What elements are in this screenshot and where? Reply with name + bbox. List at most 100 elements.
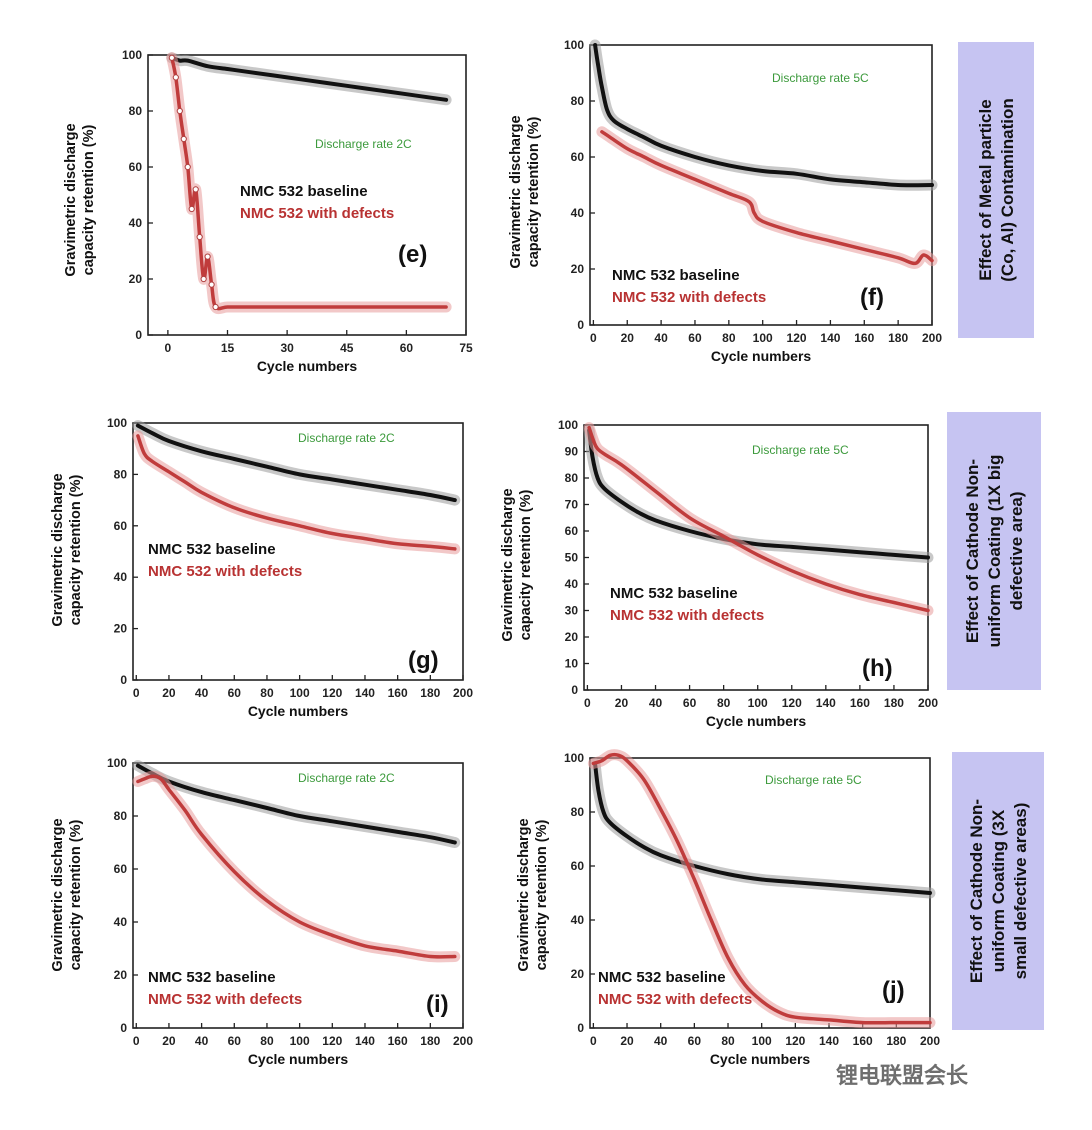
x-tick-label: 40 <box>195 686 209 700</box>
y-tick-label: 100 <box>107 756 127 770</box>
y-tick-label: 0 <box>120 673 127 687</box>
y-axis-title-line: Gravimetric discharge <box>508 115 524 268</box>
x-tick-label: 200 <box>918 696 938 710</box>
y-axis-title-line: capacity retention (%) <box>68 819 84 970</box>
series-line-baseline <box>135 423 457 503</box>
side-label-line: Effect of Metal particle <box>976 99 995 280</box>
panel-label: (j) <box>882 977 905 1004</box>
data-point <box>184 163 191 171</box>
y-axis-title-line: capacity retention (%) <box>81 124 97 275</box>
x-tick-label: 40 <box>654 1034 668 1048</box>
y-tick-label: 80 <box>114 467 128 481</box>
x-tick-label: 100 <box>290 1034 310 1048</box>
y-tick-label: 60 <box>571 150 585 164</box>
x-tick-label: 180 <box>420 686 440 700</box>
chart-panel-e: 0 20 40 60 80 100 0 15 30 45 60 75 Cycle numbers Grav… <box>63 48 473 374</box>
y-tick-label: 80 <box>571 805 585 819</box>
panel-label: (f) <box>860 284 884 311</box>
data-point <box>200 275 207 283</box>
chart-panel-g: 0 20 40 60 80 100 0 20 40 60 80 100 120 140 160 180 200 C… <box>50 416 473 719</box>
y-axis-title-line: Gravimetric discharge <box>50 473 66 626</box>
watermark: 锂电联盟会长 <box>836 1064 969 1089</box>
x-tick-label: 80 <box>717 696 731 710</box>
side-label-line: Effect of Cathode Non- <box>963 459 982 643</box>
series-line-defects <box>600 130 934 266</box>
panel-label: (h) <box>862 655 893 682</box>
side-label-text: Effect of Cathode Non-uniform Coating (3… <box>967 799 1030 983</box>
y-tick-label: 0 <box>577 1021 584 1035</box>
legend-defects: NMC 532 with defects <box>612 289 766 306</box>
data-point <box>176 107 183 115</box>
y-tick-label: 30 <box>565 604 579 618</box>
y-tick-label: 20 <box>129 272 143 286</box>
x-tick-label: 20 <box>162 686 176 700</box>
y-tick-label: 100 <box>564 38 584 52</box>
legend-defects: NMC 532 with defects <box>598 991 752 1008</box>
x-tick-label: 100 <box>753 331 773 345</box>
data-point <box>188 205 195 213</box>
x-tick-label: 80 <box>260 1034 274 1048</box>
y-tick-label: 40 <box>571 913 585 927</box>
side-label-text: Effect of Metal particle (Co, Al) Contami… <box>976 98 1017 282</box>
legend-defects: NMC 532 with defects <box>148 991 302 1008</box>
x-tick-label: 0 <box>133 1034 140 1048</box>
y-tick-label: 90 <box>565 445 579 459</box>
x-tick-label: 40 <box>654 331 668 345</box>
series-line-baseline <box>593 43 934 188</box>
data-point <box>180 135 187 143</box>
y-tick-label: 0 <box>577 318 584 332</box>
side-label-line: uniform Coating (3X <box>989 809 1008 972</box>
x-tick-label: 60 <box>228 686 242 700</box>
y-tick-label: 80 <box>114 809 128 823</box>
y-tick-label: 70 <box>565 498 579 512</box>
x-tick-label: 0 <box>590 331 597 345</box>
x-axis-title: Cycle numbers <box>257 358 358 374</box>
x-axis-title: Cycle numbers <box>706 713 807 729</box>
x-tick-label: 80 <box>722 331 736 345</box>
y-tick-label: 0 <box>120 1021 127 1035</box>
x-tick-label: 60 <box>400 341 414 355</box>
discharge-rate-note: Discharge rate 2C <box>298 771 395 785</box>
panel-label: (g) <box>408 647 439 674</box>
y-tick-label: 40 <box>114 915 128 929</box>
side-label-line: (Co, Al) Contamination <box>998 98 1017 282</box>
side-label-3: Effect of Cathode Non-uniform Coating (3… <box>952 752 1044 1030</box>
chart-panel-j: 0 20 40 60 80 100 0 20 40 60 80 100 120 140 160 180 200 C… <box>516 749 940 1067</box>
y-axis-title: Gravimetric discharge capacity retention … <box>516 818 550 971</box>
side-label-line: Effect of Cathode Non- <box>967 799 986 983</box>
chart-panel-f: 0 20 40 60 80 100 0 20 40 60 80 100 120 140 160 180 200 C… <box>508 38 942 364</box>
x-tick-label: 160 <box>853 1034 873 1048</box>
x-tick-label: 75 <box>459 341 473 355</box>
legend-baseline: NMC 532 baseline <box>598 969 726 986</box>
x-tick-label: 0 <box>584 696 591 710</box>
y-tick-label: 20 <box>565 630 579 644</box>
x-tick-label: 120 <box>782 696 802 710</box>
series-line-defects <box>587 425 930 613</box>
x-tick-label: 180 <box>888 331 908 345</box>
y-tick-label: 80 <box>129 104 143 118</box>
y-axis-title-line: Gravimetric discharge <box>63 123 79 276</box>
y-tick-label: 10 <box>565 657 579 671</box>
y-tick-label: 60 <box>114 862 128 876</box>
data-point <box>204 253 211 260</box>
x-tick-label: 200 <box>920 1034 940 1048</box>
y-axis-title-line: capacity retention (%) <box>518 489 534 640</box>
panel-label: (i) <box>426 991 449 1018</box>
x-tick-label: 200 <box>453 686 473 700</box>
y-axis-title-line: capacity retention (%) <box>526 116 542 267</box>
side-label-text: Effect of Cathode Non-uniform Coating (1… <box>963 455 1026 648</box>
y-tick-label: 60 <box>114 519 128 533</box>
x-tick-label: 60 <box>688 331 702 345</box>
y-tick-label: 40 <box>571 206 585 220</box>
y-tick-label: 40 <box>565 577 579 591</box>
y-tick-label: 80 <box>571 94 585 108</box>
y-tick-label: 60 <box>565 524 579 538</box>
y-tick-label: 100 <box>107 416 127 430</box>
y-tick-label: 20 <box>571 262 585 276</box>
x-tick-label: 45 <box>340 341 354 355</box>
legend-defects: NMC 532 with defects <box>610 607 764 624</box>
x-tick-label: 140 <box>819 1034 839 1048</box>
x-tick-label: 60 <box>688 1034 702 1048</box>
side-label-1: Effect of Metal particle (Co, Al) Contami… <box>958 42 1034 338</box>
series-line-baseline <box>169 55 449 102</box>
